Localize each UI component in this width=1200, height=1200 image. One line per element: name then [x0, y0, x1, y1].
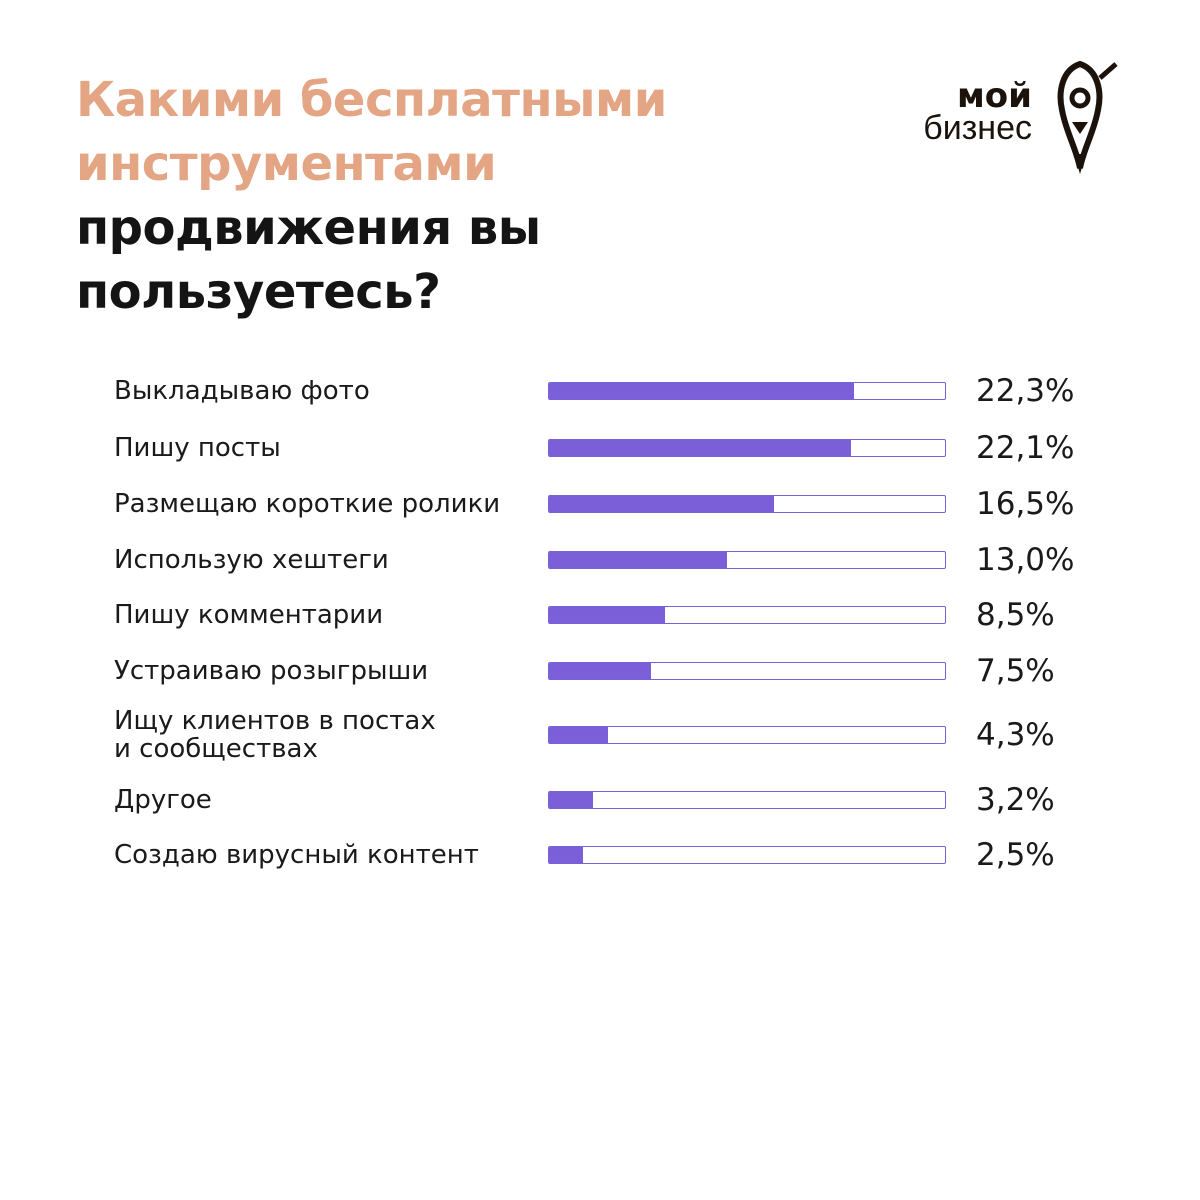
- title-rest: продвижения вы пользуетесь?: [76, 200, 541, 320]
- logo-text: мой бизнес: [923, 76, 1032, 147]
- bar-track: [548, 382, 946, 400]
- bar: [549, 727, 608, 743]
- bar: [549, 663, 652, 679]
- bar-track: [548, 662, 946, 680]
- value-label: 22,1%: [976, 430, 1075, 466]
- value-label: 2,5%: [976, 837, 1055, 873]
- category-label: Размещаю короткие ролики: [114, 489, 501, 519]
- bar-track: [548, 495, 946, 513]
- value-label: 16,5%: [976, 486, 1075, 522]
- bar-track: [548, 551, 946, 569]
- category-label: Пишу посты: [114, 433, 281, 463]
- bar: [549, 552, 727, 568]
- brand-logo: мой бизнес: [864, 58, 1124, 174]
- bar: [549, 847, 584, 863]
- value-label: 13,0%: [976, 542, 1075, 578]
- bar-track: [548, 606, 946, 624]
- bar: [549, 440, 851, 456]
- chart-title: Какими бесплатными инструментами продвиж…: [76, 68, 876, 324]
- logo-line-2: бизнес: [923, 109, 1032, 147]
- bar: [549, 792, 593, 808]
- bar-track: [548, 791, 946, 809]
- rocket-pin-icon: [1057, 60, 1118, 174]
- bar-track: [548, 726, 946, 744]
- category-label: Другое: [114, 785, 212, 815]
- title-accent: Какими бесплатными инструментами: [76, 72, 667, 192]
- bar-track: [548, 846, 946, 864]
- category-label: Ищу клиентов в постах и сообществах: [114, 706, 436, 764]
- value-label: 8,5%: [976, 597, 1055, 633]
- bar: [549, 607, 666, 623]
- bar: [549, 383, 854, 399]
- category-label: Использую хештеги: [114, 545, 389, 575]
- category-label: Выкладываю фото: [114, 376, 370, 406]
- category-label: Пишу комментарии: [114, 600, 384, 630]
- value-label: 4,3%: [976, 717, 1055, 753]
- category-label: Устраиваю розыгрыши: [114, 656, 429, 686]
- category-label: Создаю вирусный контент: [114, 840, 479, 870]
- value-label: 7,5%: [976, 653, 1055, 689]
- value-label: 22,3%: [976, 373, 1075, 409]
- bar: [549, 496, 775, 512]
- value-label: 3,2%: [976, 782, 1055, 818]
- bar-track: [548, 439, 946, 457]
- logo-line-1: мой: [957, 76, 1032, 116]
